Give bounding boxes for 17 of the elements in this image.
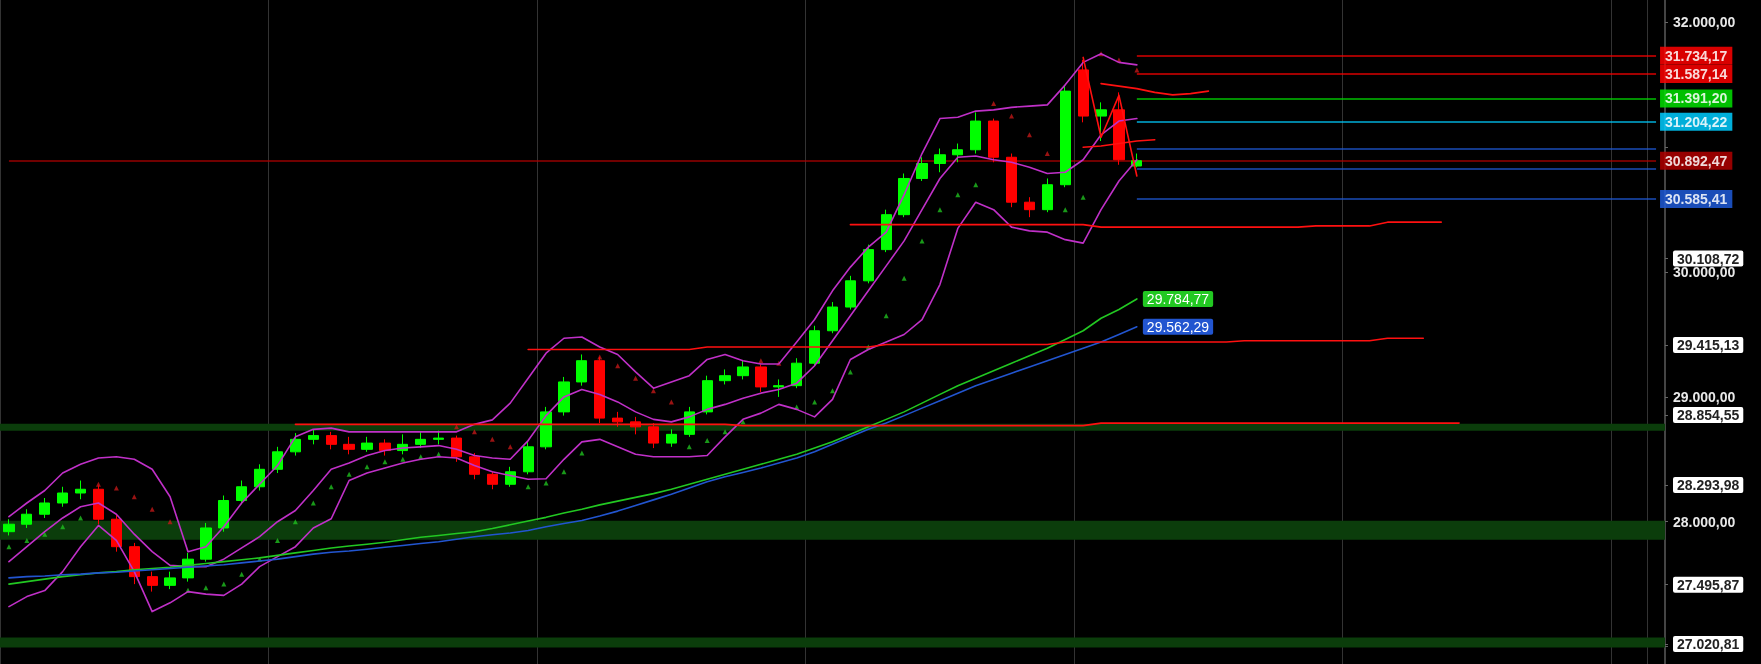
y-tick-label: 27.020,81 xyxy=(1677,635,1740,652)
y-tick-label: 29.415,13 xyxy=(1677,337,1740,354)
ref-line-label: 30.585,41 xyxy=(1665,191,1728,208)
ref-line-label: 30.892,47 xyxy=(1665,152,1728,169)
y-tick-label: 28.293,98 xyxy=(1677,477,1740,494)
y-tick-label: 30.108,72 xyxy=(1677,250,1740,267)
y-tick-label: 27.495,87 xyxy=(1677,576,1740,593)
ref-line-label: 31.204,22 xyxy=(1665,113,1728,130)
ref-line-label: 31.391,20 xyxy=(1665,90,1728,107)
data-label: 29.562,29 xyxy=(1146,318,1210,335)
y-tick-label: 28.854,55 xyxy=(1677,407,1740,424)
y-tick-label: 28.000,00 xyxy=(1673,513,1736,530)
ref-line-label: 31.734,17 xyxy=(1665,47,1728,64)
y-tick-label: 32.000,00 xyxy=(1673,14,1736,31)
data-label: 29.784,77 xyxy=(1146,290,1210,307)
y-tick-label: 29.000,00 xyxy=(1673,388,1736,405)
ref-line-label: 31.587,14 xyxy=(1665,66,1728,82)
